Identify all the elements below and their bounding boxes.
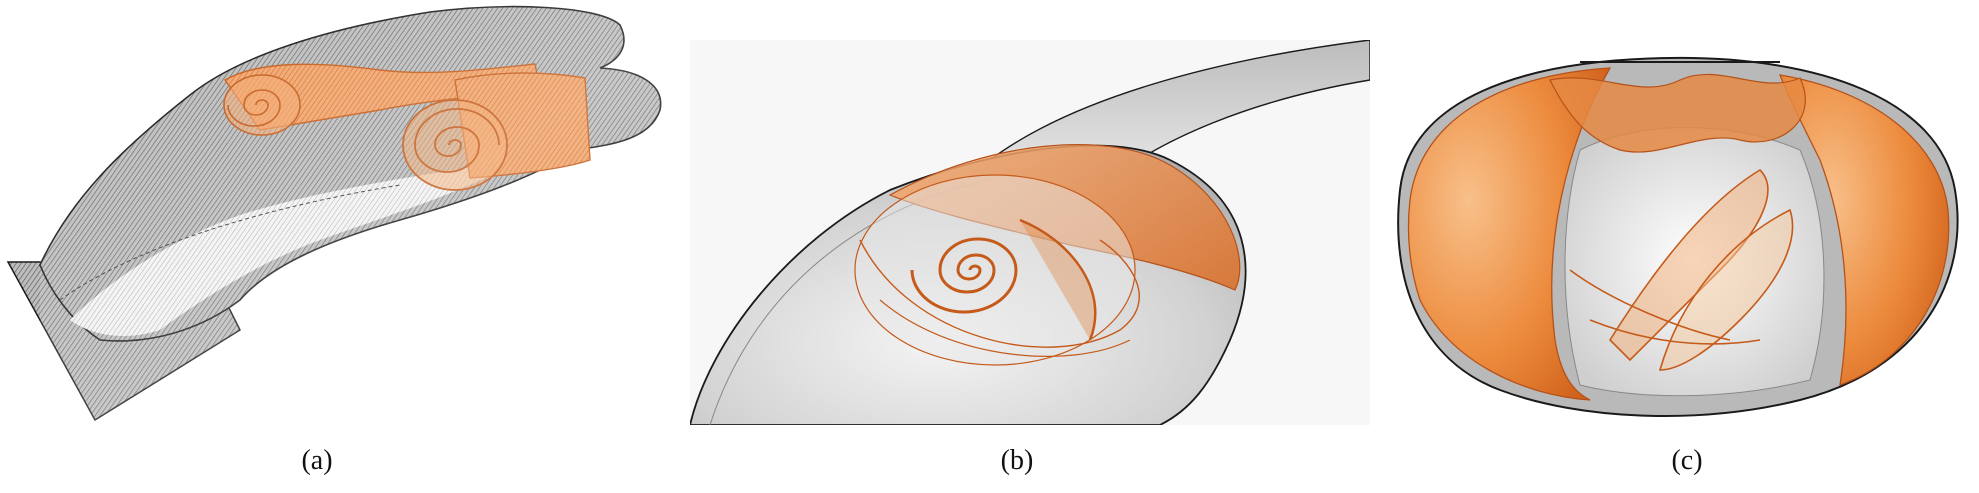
panel-c xyxy=(1380,40,1975,425)
caption-a: (a) xyxy=(301,445,333,476)
panel-a-illustration xyxy=(6,0,670,430)
panel-c-illustration xyxy=(1380,40,1975,425)
panel-b-illustration xyxy=(690,40,1370,425)
vortex-lobe-right xyxy=(1778,74,1950,386)
vortex-spiral xyxy=(854,174,1140,366)
caption-c: (c) xyxy=(1671,445,1703,476)
vortex-ribbons xyxy=(1569,168,1794,371)
panel-a xyxy=(0,0,670,430)
panel-b xyxy=(690,40,1370,425)
vortex-lobe-left xyxy=(1407,67,1612,401)
caption-b: (b) xyxy=(1000,445,1034,476)
vortex-ruffles xyxy=(1549,73,1806,153)
